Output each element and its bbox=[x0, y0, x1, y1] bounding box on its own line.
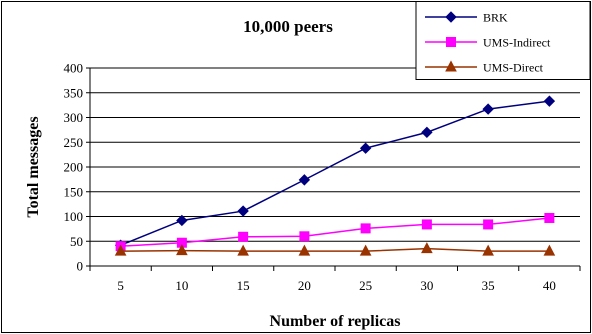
data-point-ums-indirect bbox=[544, 212, 555, 223]
x-tick-label: 5 bbox=[117, 278, 124, 293]
chart-title: 10,000 peers bbox=[243, 17, 333, 36]
x-tick-label: 10 bbox=[175, 278, 188, 293]
legend-item-ums-direct: UMS-Direct bbox=[425, 60, 544, 75]
legend-marker bbox=[445, 11, 457, 23]
data-point-ums-direct bbox=[176, 244, 188, 256]
x-tick-label: 25 bbox=[359, 278, 372, 293]
y-tick-label: 200 bbox=[64, 160, 84, 175]
y-tick-label: 150 bbox=[64, 184, 84, 199]
y-tick-label: 50 bbox=[70, 234, 83, 249]
legend-label: UMS-Indirect bbox=[483, 36, 551, 50]
data-point-brk bbox=[421, 126, 433, 139]
x-tick-label: 15 bbox=[237, 278, 250, 293]
y-tick-label: 300 bbox=[64, 110, 84, 125]
series-line-ums-indirect bbox=[120, 217, 550, 247]
legend-label: UMS-Direct bbox=[483, 61, 544, 75]
legend-marker bbox=[446, 37, 456, 47]
data-point-ums-direct bbox=[359, 244, 372, 256]
legend-item-brk: BRK bbox=[425, 11, 508, 25]
legend-marker bbox=[445, 60, 457, 72]
data-point-ums-direct bbox=[482, 244, 494, 256]
data-point-ums-direct bbox=[237, 244, 249, 256]
series-line-ums-direct bbox=[120, 247, 550, 252]
data-point-ums-indirect bbox=[483, 219, 494, 230]
data-point-brk bbox=[543, 95, 556, 107]
series-ums-direct bbox=[114, 242, 556, 256]
data-point-brk bbox=[482, 103, 494, 115]
y-axis-title: Total messages bbox=[25, 116, 42, 217]
x-axis-title: Number of replicas bbox=[270, 313, 401, 330]
data-point-brk bbox=[176, 214, 188, 227]
y-tick-label: 0 bbox=[77, 259, 84, 274]
data-point-ums-direct bbox=[114, 244, 127, 256]
series-ums-indirect bbox=[115, 212, 555, 252]
y-tick-label: 100 bbox=[64, 209, 84, 224]
x-tick-label: 35 bbox=[482, 278, 495, 293]
y-tick-labels: 0 50 100 150 200 250 300 350 400 bbox=[64, 61, 90, 274]
x-tick-labels: 5 10 15 20 25 30 35 40 bbox=[89, 266, 581, 293]
series-layer bbox=[114, 95, 556, 256]
legend-label: BRK bbox=[483, 11, 508, 25]
legend: BRK UMS-Indirect UMS-Direct bbox=[415, 1, 591, 80]
y-tick-label: 250 bbox=[64, 135, 84, 150]
data-point-ums-indirect bbox=[238, 231, 249, 242]
data-point-ums-direct bbox=[421, 242, 433, 254]
data-point-ums-indirect bbox=[299, 231, 310, 242]
x-tick-label: 30 bbox=[420, 278, 433, 293]
data-point-brk bbox=[237, 205, 249, 217]
x-tick-label: 20 bbox=[298, 278, 311, 293]
gridlines bbox=[90, 67, 580, 242]
data-point-ums-indirect bbox=[421, 219, 432, 230]
y-tick-label: 350 bbox=[64, 85, 84, 100]
data-point-ums-direct bbox=[298, 244, 311, 256]
y-tick-label: 400 bbox=[64, 61, 84, 76]
data-point-brk bbox=[298, 174, 311, 186]
x-tick-label: 40 bbox=[543, 278, 556, 293]
data-point-ums-indirect bbox=[360, 223, 371, 234]
series-line-brk bbox=[120, 100, 550, 246]
data-point-brk bbox=[359, 142, 372, 154]
legend-items: BRK UMS-Indirect UMS-Direct bbox=[425, 11, 551, 75]
legend-item-ums-indirect: UMS-Indirect bbox=[425, 36, 551, 50]
data-point-ums-direct bbox=[543, 244, 556, 256]
